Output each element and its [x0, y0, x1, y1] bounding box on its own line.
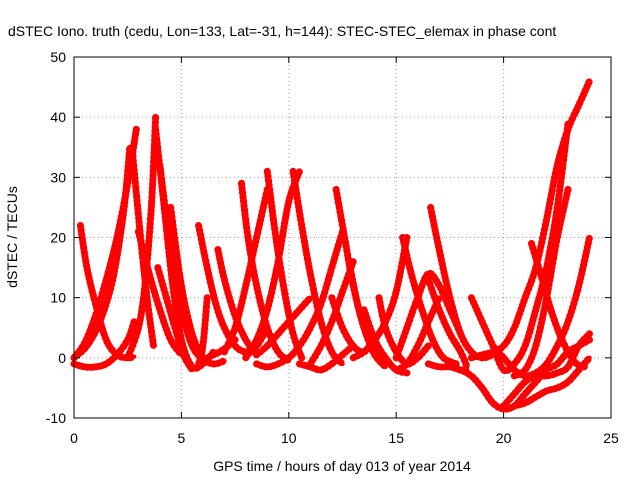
- series-37-markers: [467, 119, 572, 375]
- series-24-markers: [306, 258, 357, 368]
- series-13-markers: [195, 294, 211, 368]
- y-tick-label: 50: [50, 49, 66, 65]
- series-layer: [70, 77, 593, 413]
- series-19-markers: [253, 294, 314, 359]
- series-32-markers: [392, 294, 443, 374]
- series-16-markers: [238, 179, 293, 365]
- series-39-markers: [500, 330, 593, 410]
- series-7-markers: [124, 113, 160, 362]
- y-tick-label: -10: [46, 410, 66, 426]
- x-tick-label: 5: [178, 430, 186, 446]
- x-axis-label: GPS time / hours of day 013 of year 2014: [213, 458, 471, 474]
- series-15-markers: [220, 185, 271, 356]
- x-tick-label: 15: [388, 430, 404, 446]
- series-42-markers: [528, 240, 589, 371]
- series-43-markers: [510, 354, 593, 410]
- x-tick-label: 25: [603, 430, 619, 446]
- y-tick-label: 40: [50, 109, 66, 125]
- x-tick-label: 0: [70, 430, 78, 446]
- series-3-markers: [70, 143, 134, 362]
- series-27-markers: [349, 234, 411, 362]
- series-26-markers: [345, 258, 389, 371]
- axis-ticks: [73, 56, 612, 419]
- y-tick-label: 30: [50, 169, 66, 185]
- x-tick-label: 20: [496, 430, 512, 446]
- series-18-markers: [263, 167, 306, 362]
- series-41-markers: [510, 185, 572, 380]
- series-4-markers: [70, 318, 138, 371]
- series-21-markers: [289, 167, 346, 368]
- x-tick-label: 10: [281, 430, 297, 446]
- chart-title: dSTEC Iono. truth (cedu, Lon=133, Lat=-3…: [8, 23, 556, 39]
- y-tick-label: 10: [50, 290, 66, 306]
- series-20-markers: [253, 228, 346, 371]
- y-tick-label: 0: [58, 350, 66, 366]
- series-11-markers: [167, 203, 228, 368]
- series-14-markers: [214, 246, 261, 359]
- y-tick-label: 20: [50, 230, 66, 246]
- series-40-markers: [489, 234, 593, 380]
- series-33-markers: [424, 276, 471, 371]
- y-axis-label: dSTEC / TECUs: [4, 186, 20, 288]
- series-29-markers: [375, 294, 432, 368]
- series-17-markers: [242, 167, 303, 362]
- series-9-markers: [154, 264, 196, 374]
